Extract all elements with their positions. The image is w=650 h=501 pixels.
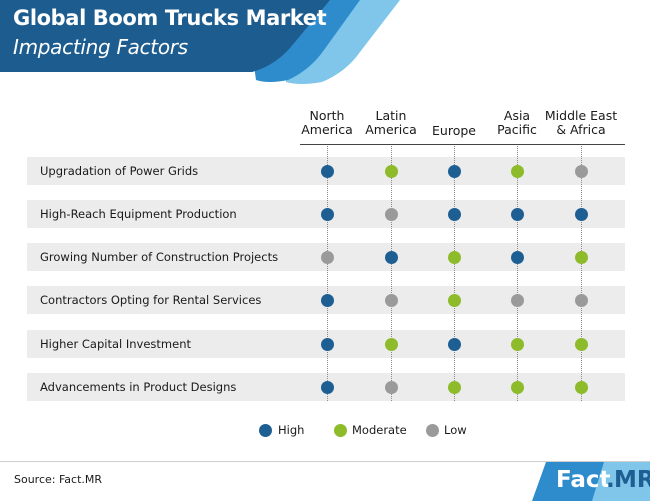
factor-label: Contractors Opting for Rental Services bbox=[40, 293, 262, 307]
rating-dot-low bbox=[574, 164, 588, 178]
rating-dot-moderate bbox=[574, 380, 588, 394]
rating-dot-high bbox=[447, 164, 461, 178]
rating-dot-high bbox=[320, 293, 334, 307]
rating-dot-low bbox=[510, 293, 524, 307]
rating-dot-high bbox=[320, 337, 334, 351]
factor-label: Upgradation of Power Grids bbox=[40, 164, 199, 178]
header-background bbox=[0, 0, 400, 84]
factmr-logo: Fact . MR bbox=[532, 462, 650, 501]
region-column-line bbox=[454, 144, 455, 401]
logo-background bbox=[532, 462, 650, 501]
page-subtitle: Impacting Factors bbox=[13, 35, 188, 59]
factor-label: Growing Number of Construction Projects bbox=[40, 250, 279, 264]
rating-dot-moderate bbox=[384, 337, 398, 351]
rating-dot-low bbox=[384, 380, 398, 394]
region-column-line bbox=[327, 144, 328, 401]
rating-dot-moderate bbox=[510, 380, 524, 394]
rating-dot-high bbox=[320, 164, 334, 178]
logo-text-dot: . bbox=[606, 467, 615, 493]
footer-divider bbox=[0, 461, 650, 462]
region-header: Middle East & Africa bbox=[544, 108, 618, 137]
rating-dot-moderate bbox=[574, 250, 588, 264]
rating-dot-high bbox=[384, 250, 398, 264]
rating-dot-moderate bbox=[447, 293, 461, 307]
region-header: North America bbox=[301, 108, 353, 137]
legend-high-dot bbox=[259, 424, 272, 437]
source-note: Source: Fact.MR bbox=[14, 473, 103, 486]
rating-dot-low bbox=[574, 293, 588, 307]
header-banner: Global Boom Trucks Market Impacting Fact… bbox=[0, 0, 650, 92]
rating-dot-high bbox=[447, 207, 461, 221]
rating-dot-moderate bbox=[574, 337, 588, 351]
rating-dot-high bbox=[447, 337, 461, 351]
page-title: Global Boom Trucks Market bbox=[13, 6, 327, 30]
legend-low-dot bbox=[426, 424, 439, 437]
rating-dot-high bbox=[574, 207, 588, 221]
legend-high-label: High bbox=[278, 423, 305, 437]
region-column-line bbox=[391, 144, 392, 401]
region-header: Asia Pacific bbox=[497, 108, 537, 137]
rating-dot-moderate bbox=[447, 380, 461, 394]
legend-low-label: Low bbox=[444, 423, 467, 437]
factor-label: High-Reach Equipment Production bbox=[40, 207, 237, 221]
header-panel-dark bbox=[0, 0, 330, 72]
rating-dot-moderate bbox=[510, 337, 524, 351]
rating-dot-moderate bbox=[510, 164, 524, 178]
logo-text-mr: MR bbox=[614, 467, 650, 493]
logo-text-fact: Fact bbox=[556, 467, 611, 493]
region-header: Europe bbox=[432, 123, 476, 138]
region-header: Latin America bbox=[365, 108, 417, 137]
legend-moderate-label: Moderate bbox=[352, 423, 407, 437]
rating-dot-high bbox=[510, 250, 524, 264]
header-rule bbox=[300, 144, 625, 145]
rating-dot-moderate bbox=[384, 164, 398, 178]
rating-dot-high bbox=[510, 207, 524, 221]
region-column-line bbox=[581, 144, 582, 401]
rating-dot-low bbox=[384, 293, 398, 307]
rating-dot-high bbox=[320, 207, 334, 221]
factor-label: Advancements in Product Designs bbox=[40, 380, 237, 394]
rating-dot-low bbox=[320, 250, 334, 264]
rating-dot-low bbox=[384, 207, 398, 221]
rating-dot-moderate bbox=[447, 250, 461, 264]
legend-moderate-dot bbox=[334, 424, 347, 437]
factor-label: Higher Capital Investment bbox=[40, 337, 192, 351]
region-column-line bbox=[517, 144, 518, 401]
rating-dot-high bbox=[320, 380, 334, 394]
